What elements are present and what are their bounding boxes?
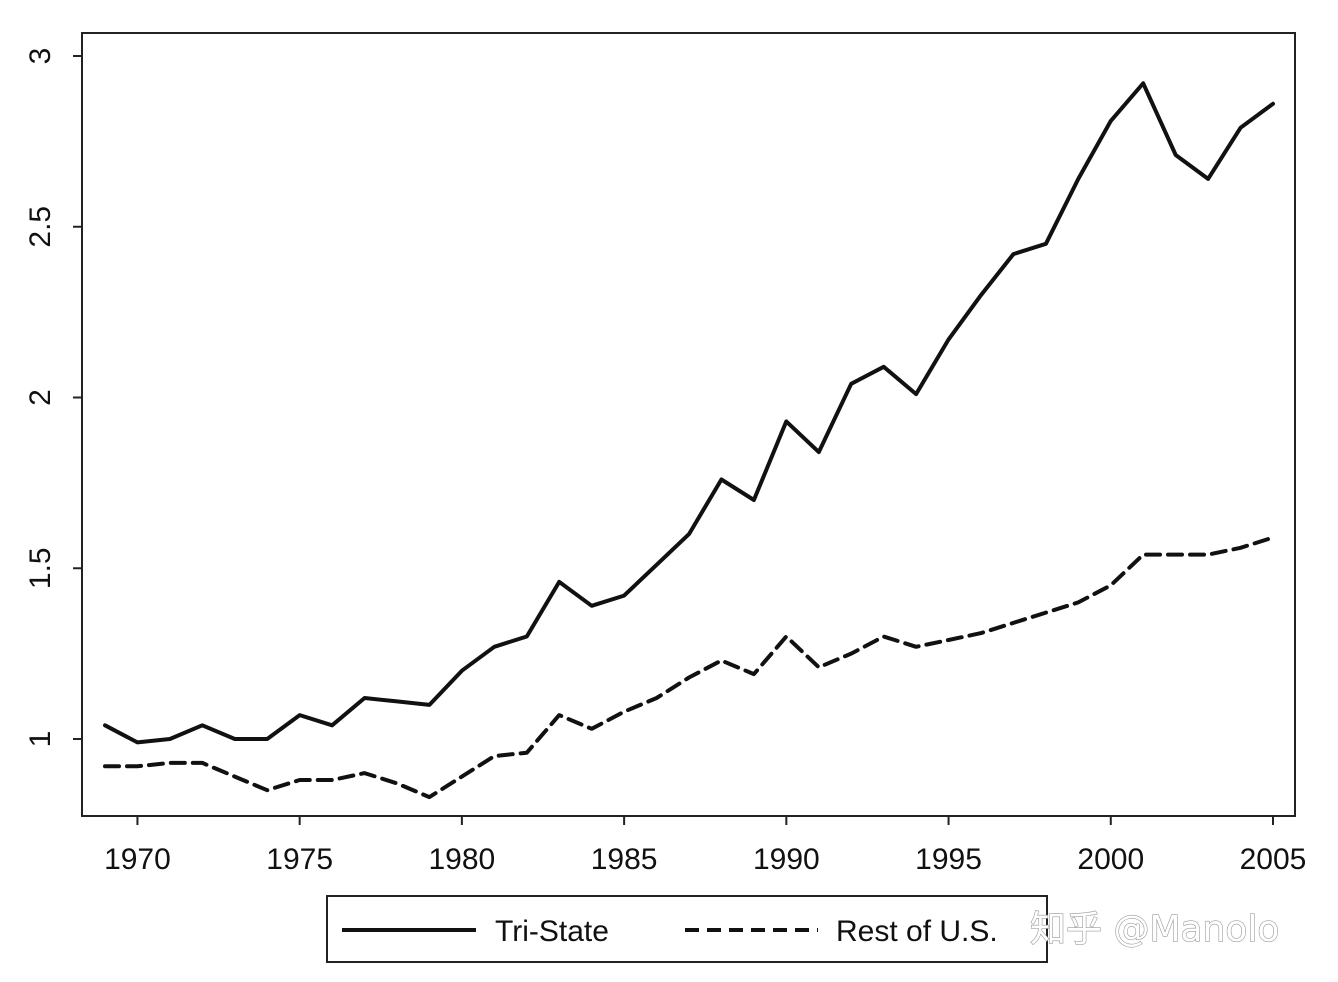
legend: Tri-State Rest of U.S.: [326, 895, 1048, 963]
x-tick-label: 1970: [104, 843, 171, 876]
y-tick-label: 1: [24, 731, 57, 748]
legend-label-rest-of-us: Rest of U.S.: [836, 915, 998, 948]
x-tick-label: 1990: [753, 843, 820, 876]
x-tick-label: 1980: [429, 843, 496, 876]
series-layer: [103, 81, 1275, 800]
y-tick-label: 3: [24, 48, 57, 65]
plot-frame: [81, 32, 1296, 817]
x-tick-label: 1975: [266, 843, 333, 876]
legend-label-tri-state: Tri-State: [495, 915, 609, 948]
x-tick-label: 2005: [1240, 843, 1307, 876]
watermark: 知乎 @Manolo: [1030, 909, 1279, 950]
x-tick-label: 2000: [1077, 843, 1144, 876]
x-axis: 1970 1975 1980 1985 1990 1995 2000 2005: [104, 816, 1306, 876]
y-axis: 1 1.5 2 2.5 3: [24, 48, 82, 748]
y-tick-label: 2: [24, 389, 57, 406]
series-line-tri-state: [103, 81, 1275, 745]
series-line-rest-of-u-s: [103, 535, 1275, 800]
x-tick-label: 1985: [591, 843, 658, 876]
y-tick-label: 1.5: [24, 547, 57, 589]
x-tick-label: 1995: [915, 843, 982, 876]
y-tick-label: 2.5: [24, 206, 57, 248]
